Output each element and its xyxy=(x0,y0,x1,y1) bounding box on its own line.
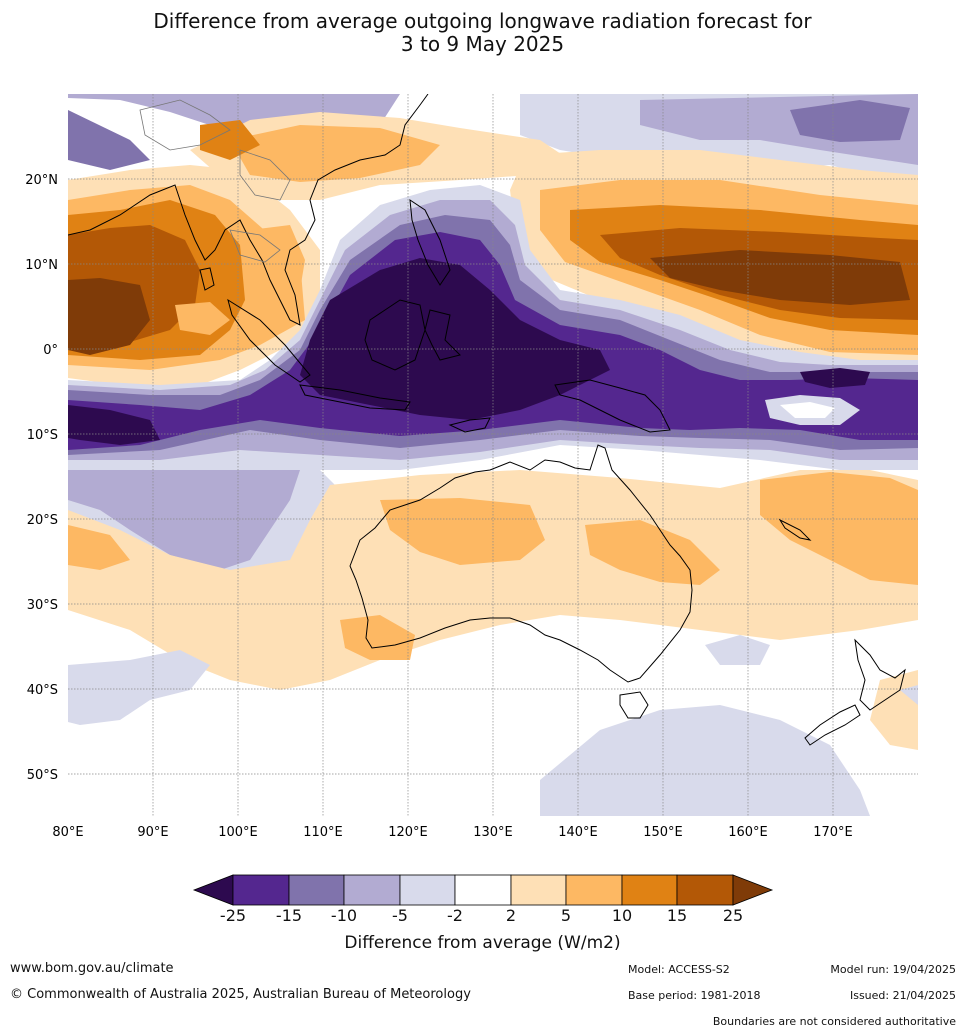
latitude-labels: 20°N 10°N 0° 10°S 20°S 30°S 40°S 50°S xyxy=(25,173,58,783)
colorbar-tick: -15 xyxy=(275,906,303,925)
colorbar-extend-high xyxy=(732,874,774,906)
timor-coastline xyxy=(448,417,491,433)
sulawesi-coastline xyxy=(424,309,461,361)
lon-label: 90°E xyxy=(137,825,168,840)
colorbar xyxy=(192,874,774,906)
colorbar-extend-low xyxy=(192,874,234,906)
colorbar-segment xyxy=(288,874,345,906)
colorbar-segment xyxy=(621,874,678,906)
colorbar-label: Difference from average (W/m2) xyxy=(344,933,621,953)
new-zealand-north-coastline xyxy=(854,638,906,711)
lat-label: 20°S xyxy=(27,513,58,528)
colorbar-segment xyxy=(343,874,401,906)
lat-label: 20°N xyxy=(25,173,58,188)
lat-label: 10°S xyxy=(27,428,58,443)
colorbar-segment xyxy=(232,874,290,906)
sri-lanka-coastline xyxy=(199,267,215,291)
lon-label: 110°E xyxy=(303,825,343,840)
java-coastline xyxy=(299,384,411,411)
colorbar-tick: -5 xyxy=(392,906,408,925)
website-link[interactable]: www.bom.gov.au/climate xyxy=(10,961,174,976)
coastlines xyxy=(68,94,906,746)
title-line-2: 3 to 9 May 2025 xyxy=(400,32,565,56)
title-line-1: Difference from average outgoing longwav… xyxy=(153,9,812,33)
colorbar-tick: 10 xyxy=(611,906,633,925)
colorbar-tick: 25 xyxy=(722,906,744,925)
sumatra-coastline xyxy=(227,298,311,383)
lat-label: 30°S xyxy=(27,598,58,613)
colorbar-segment xyxy=(399,874,456,906)
asia-coastline xyxy=(68,94,429,326)
lat-label: 10°N xyxy=(25,258,58,273)
lat-label: 50°S xyxy=(27,768,58,783)
colorbar-segment xyxy=(454,874,512,906)
model-run-text: Model run: 19/04/2025 xyxy=(830,963,956,976)
colorbar-tick: 15 xyxy=(666,906,688,925)
colorbar-segment xyxy=(510,874,567,906)
longitude-labels: 80°E 90°E 100°E 110°E 120°E 130°E 140°E … xyxy=(52,825,852,840)
borneo-coastline xyxy=(364,299,426,371)
lon-label: 150°E xyxy=(643,825,683,840)
base-period-text: Base period: 1981-2018 xyxy=(628,989,761,1002)
graticule xyxy=(68,94,918,816)
lon-label: 160°E xyxy=(728,825,768,840)
model-text: Model: ACCESS-S2 xyxy=(628,963,730,976)
lon-label: 140°E xyxy=(558,825,598,840)
philippines-coastline xyxy=(409,198,451,286)
colorbar-tick: -2 xyxy=(447,906,463,925)
colorbar-segment xyxy=(676,874,734,906)
new-caledonia-coastline xyxy=(778,518,812,541)
lon-label: 130°E xyxy=(473,825,513,840)
new-guinea-coastline xyxy=(554,379,671,433)
lon-label: 120°E xyxy=(388,825,428,840)
lat-label: 40°S xyxy=(27,683,58,698)
colorbar-tick: 5 xyxy=(560,906,572,925)
map-title: Difference from average outgoing longwav… xyxy=(0,10,965,56)
copyright-text: © Commonwealth of Australia 2025, Austra… xyxy=(10,987,471,1002)
disclaimer-text: Boundaries are not considered authoritat… xyxy=(712,1015,956,1028)
colorbar-tick: 2 xyxy=(505,906,517,925)
lon-label: 100°E xyxy=(218,825,258,840)
lon-label: 170°E xyxy=(813,825,853,840)
australia-coastline xyxy=(349,444,693,683)
colorbar-segment xyxy=(565,874,623,906)
colorbar-tick: -25 xyxy=(219,906,247,925)
tasmania-coastline xyxy=(619,691,649,719)
issued-text: Issued: 21/04/2025 xyxy=(849,989,956,1002)
lon-label: 80°E xyxy=(52,825,83,840)
lat-label: 0° xyxy=(43,343,58,358)
new-zealand-south-coastline xyxy=(804,704,861,746)
country-borders xyxy=(139,99,291,263)
colorbar-tick: -10 xyxy=(330,906,358,925)
